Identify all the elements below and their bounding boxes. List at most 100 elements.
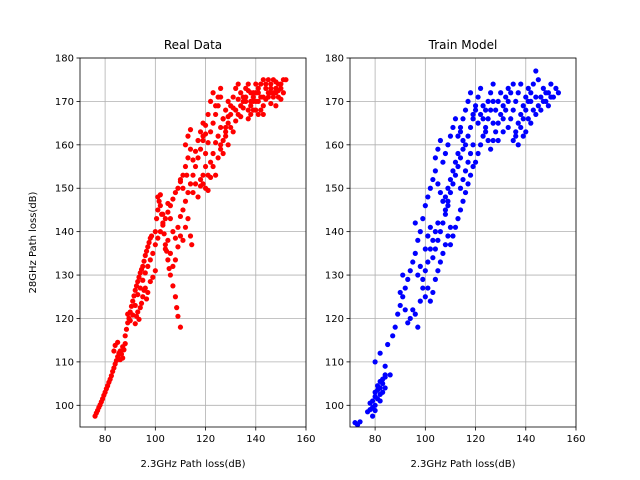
train-model-point (385, 341, 391, 348)
train-model-point (440, 220, 446, 226)
train-model-point (425, 285, 431, 291)
real-data-point (122, 333, 128, 339)
real-data-point (235, 81, 241, 87)
train-model-point (447, 242, 454, 248)
train-model-x-tick-label: 140 (516, 434, 535, 445)
real-data-point (218, 85, 224, 91)
train-model-point (483, 129, 489, 135)
train-model-point (523, 94, 529, 100)
real-data-point (192, 148, 199, 154)
real-data-point (268, 100, 274, 107)
real-data-point (127, 318, 133, 324)
real-data-point (260, 103, 266, 109)
train-model-point (430, 255, 436, 261)
real-data-point (152, 242, 158, 248)
real-data-point (202, 122, 209, 128)
real-data-point (190, 172, 196, 178)
train-model-point (510, 107, 516, 113)
train-model-point (430, 237, 436, 243)
real-data-point (157, 203, 163, 209)
real-data-point (108, 373, 114, 379)
real-data-y-axis-label: 28GHz Path loss(dB) (28, 191, 39, 293)
real-data-point (248, 111, 254, 118)
real-data-point (202, 163, 209, 170)
real-data-point (167, 250, 173, 256)
train-model-point (410, 307, 416, 313)
train-model-point (483, 124, 489, 131)
real-data-point (152, 268, 158, 274)
real-data-point (184, 172, 190, 178)
real-data-title: Real Data (164, 38, 222, 52)
real-data-point (225, 120, 231, 126)
real-data-point (258, 81, 264, 87)
real-data-point (175, 224, 181, 230)
train-model-point (520, 103, 526, 109)
real-data-point (240, 105, 246, 111)
real-data-points (92, 77, 289, 419)
train-model-point (397, 289, 403, 296)
real-data-point (205, 111, 211, 118)
train-model-point (465, 159, 471, 165)
train-model-point (495, 120, 501, 126)
train-model-point (400, 294, 406, 300)
train-model-point (405, 320, 411, 326)
train-model-point (475, 94, 481, 100)
real-data-point (145, 244, 151, 250)
train-model-point (457, 129, 464, 135)
train-model-point (372, 407, 378, 414)
real-data-point (215, 155, 221, 161)
real-data-point (205, 140, 211, 146)
real-data-point (189, 242, 195, 248)
train-model-point (493, 107, 499, 113)
real-data-point (150, 250, 156, 256)
train-model-point (420, 276, 426, 282)
real-data-point (273, 103, 279, 109)
train-model-point (533, 94, 539, 100)
train-model-point (460, 146, 466, 152)
train-model-point (467, 172, 474, 178)
train-model-point (457, 185, 464, 191)
train-model-point (435, 220, 441, 226)
real-data-point (167, 272, 173, 278)
real-data-point (147, 278, 153, 285)
real-data-point (132, 287, 138, 293)
real-data-point (145, 263, 151, 269)
real-data-point (180, 207, 186, 213)
real-data-point (185, 216, 191, 222)
train-model-point (370, 398, 376, 404)
train-model-point (372, 359, 378, 365)
train-model-point (445, 198, 451, 204)
real-data-point (263, 85, 269, 91)
real-data-point (280, 90, 286, 96)
train-model-ticks: 80 100 120 140 160 100 110 120 130 140 150 160 170 18… (325, 54, 586, 446)
train-model-point (515, 142, 521, 148)
train-model-x-tick-label: 80 (369, 434, 382, 445)
train-model-point (460, 137, 466, 144)
train-model-y-tick-label: 120 (325, 314, 344, 325)
real-data-point (192, 181, 199, 187)
real-data-y-tick-label: 110 (55, 357, 74, 368)
train-model-point (538, 107, 544, 113)
real-data-y-tick-label: 120 (55, 314, 74, 325)
train-model-point (510, 81, 516, 87)
real-data-point (135, 278, 141, 285)
real-data-point (180, 185, 186, 191)
real-data-point (265, 94, 271, 100)
train-model-point (425, 259, 431, 265)
real-data-y-tick-label: 180 (55, 54, 74, 65)
real-data-point (283, 77, 289, 83)
train-model-point (405, 276, 411, 282)
train-model-point (523, 129, 529, 135)
train-model-point (437, 259, 443, 265)
train-model-point (488, 107, 494, 113)
train-model-point (432, 229, 438, 235)
real-data-point (187, 146, 194, 152)
train-model-point (445, 185, 451, 191)
real-data-point (142, 285, 148, 291)
train-model-y-tick-label: 140 (325, 227, 344, 238)
real-data-point (175, 185, 181, 191)
train-model-point (357, 419, 363, 425)
train-model-point (485, 98, 491, 105)
real-data-point (118, 351, 125, 357)
